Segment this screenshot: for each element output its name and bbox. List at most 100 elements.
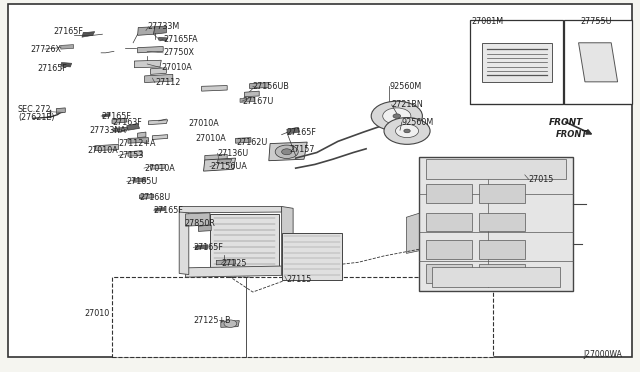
Text: 27112: 27112 [155, 78, 180, 87]
Polygon shape [195, 245, 208, 249]
Text: 27165F: 27165F [53, 27, 83, 36]
Polygon shape [102, 113, 110, 117]
Text: 27010: 27010 [84, 309, 109, 318]
Text: 27010A: 27010A [161, 63, 192, 72]
Text: FRONT: FRONT [548, 118, 583, 127]
Polygon shape [140, 194, 154, 199]
Text: 92560M: 92560M [389, 82, 421, 91]
Text: 92560M: 92560M [402, 118, 434, 126]
Polygon shape [150, 164, 165, 169]
Circle shape [275, 145, 298, 158]
Polygon shape [216, 260, 236, 265]
Bar [282, 233, 342, 280]
Text: 27165F: 27165F [287, 128, 317, 137]
Bar [112, 277, 493, 357]
Bar [426, 264, 472, 283]
Circle shape [404, 129, 410, 133]
Bar [482, 43, 552, 82]
Text: 27167U: 27167U [242, 97, 273, 106]
Circle shape [224, 320, 237, 327]
Text: 27010A: 27010A [195, 134, 226, 143]
Polygon shape [198, 225, 211, 231]
Polygon shape [218, 159, 232, 164]
Text: 27156UA: 27156UA [210, 162, 247, 171]
Polygon shape [282, 206, 293, 275]
Circle shape [384, 118, 430, 144]
Polygon shape [204, 158, 236, 171]
Text: 27165F: 27165F [37, 64, 67, 73]
Polygon shape [244, 91, 259, 97]
Polygon shape [579, 43, 618, 82]
Bar [479, 240, 525, 259]
Polygon shape [406, 213, 419, 253]
Polygon shape [214, 161, 229, 166]
Text: 27115: 27115 [287, 275, 312, 284]
Text: 27125+B: 27125+B [193, 316, 231, 325]
Bar [210, 214, 279, 269]
Text: 27165U: 27165U [127, 177, 158, 186]
Polygon shape [61, 62, 72, 67]
Polygon shape [56, 108, 65, 113]
Polygon shape [61, 45, 74, 49]
Text: SEC.272: SEC.272 [18, 105, 52, 114]
Polygon shape [179, 206, 282, 213]
Polygon shape [155, 208, 165, 211]
Polygon shape [179, 211, 189, 275]
Polygon shape [138, 46, 163, 53]
Text: 27733M: 27733M [147, 22, 179, 31]
Bar [479, 184, 525, 203]
Text: 27165F: 27165F [193, 243, 223, 252]
Polygon shape [186, 266, 285, 277]
Text: 27010A: 27010A [189, 119, 220, 128]
Polygon shape [202, 86, 227, 91]
Text: 27157: 27157 [289, 145, 315, 154]
Polygon shape [150, 68, 166, 74]
Polygon shape [133, 178, 146, 182]
Text: 27165FA: 27165FA [163, 35, 198, 44]
Polygon shape [145, 74, 173, 83]
Polygon shape [138, 27, 155, 35]
Text: 27136U: 27136U [218, 149, 249, 158]
Polygon shape [287, 127, 300, 134]
Polygon shape [152, 135, 168, 140]
Polygon shape [134, 60, 161, 68]
Polygon shape [205, 154, 227, 161]
Polygon shape [236, 138, 251, 143]
Circle shape [383, 108, 411, 124]
Text: 27010A: 27010A [87, 146, 118, 155]
Text: 27733NA: 27733NA [90, 126, 126, 135]
Text: 27165F: 27165F [101, 112, 131, 121]
Polygon shape [240, 97, 255, 102]
Polygon shape [138, 132, 146, 138]
Circle shape [393, 114, 401, 118]
Text: 27850R: 27850R [184, 219, 215, 228]
Text: 27750X: 27750X [163, 48, 194, 57]
Bar [432, 267, 560, 287]
Text: 27010A: 27010A [144, 164, 175, 173]
Circle shape [371, 101, 422, 131]
Text: 27156UB: 27156UB [253, 82, 290, 91]
Text: (27621E): (27621E) [18, 113, 54, 122]
Polygon shape [154, 26, 166, 34]
Bar [426, 159, 566, 179]
Polygon shape [128, 138, 148, 143]
Circle shape [282, 149, 292, 155]
Polygon shape [250, 83, 269, 89]
Circle shape [396, 124, 419, 138]
Polygon shape [159, 37, 168, 41]
Bar [470, 20, 563, 104]
Bar [426, 184, 472, 203]
Text: 27755U: 27755U [580, 17, 612, 26]
Polygon shape [128, 151, 142, 156]
Polygon shape [186, 213, 210, 226]
Text: 27153: 27153 [118, 151, 144, 160]
Polygon shape [221, 321, 239, 327]
Polygon shape [127, 124, 140, 130]
Text: 27081M: 27081M [472, 17, 504, 26]
Bar [426, 213, 472, 231]
Text: 27162U: 27162U [237, 138, 268, 147]
Text: 27125: 27125 [221, 259, 247, 268]
Polygon shape [112, 118, 127, 124]
Text: J27000WA: J27000WA [583, 350, 622, 359]
Text: 27163F: 27163F [112, 118, 141, 126]
